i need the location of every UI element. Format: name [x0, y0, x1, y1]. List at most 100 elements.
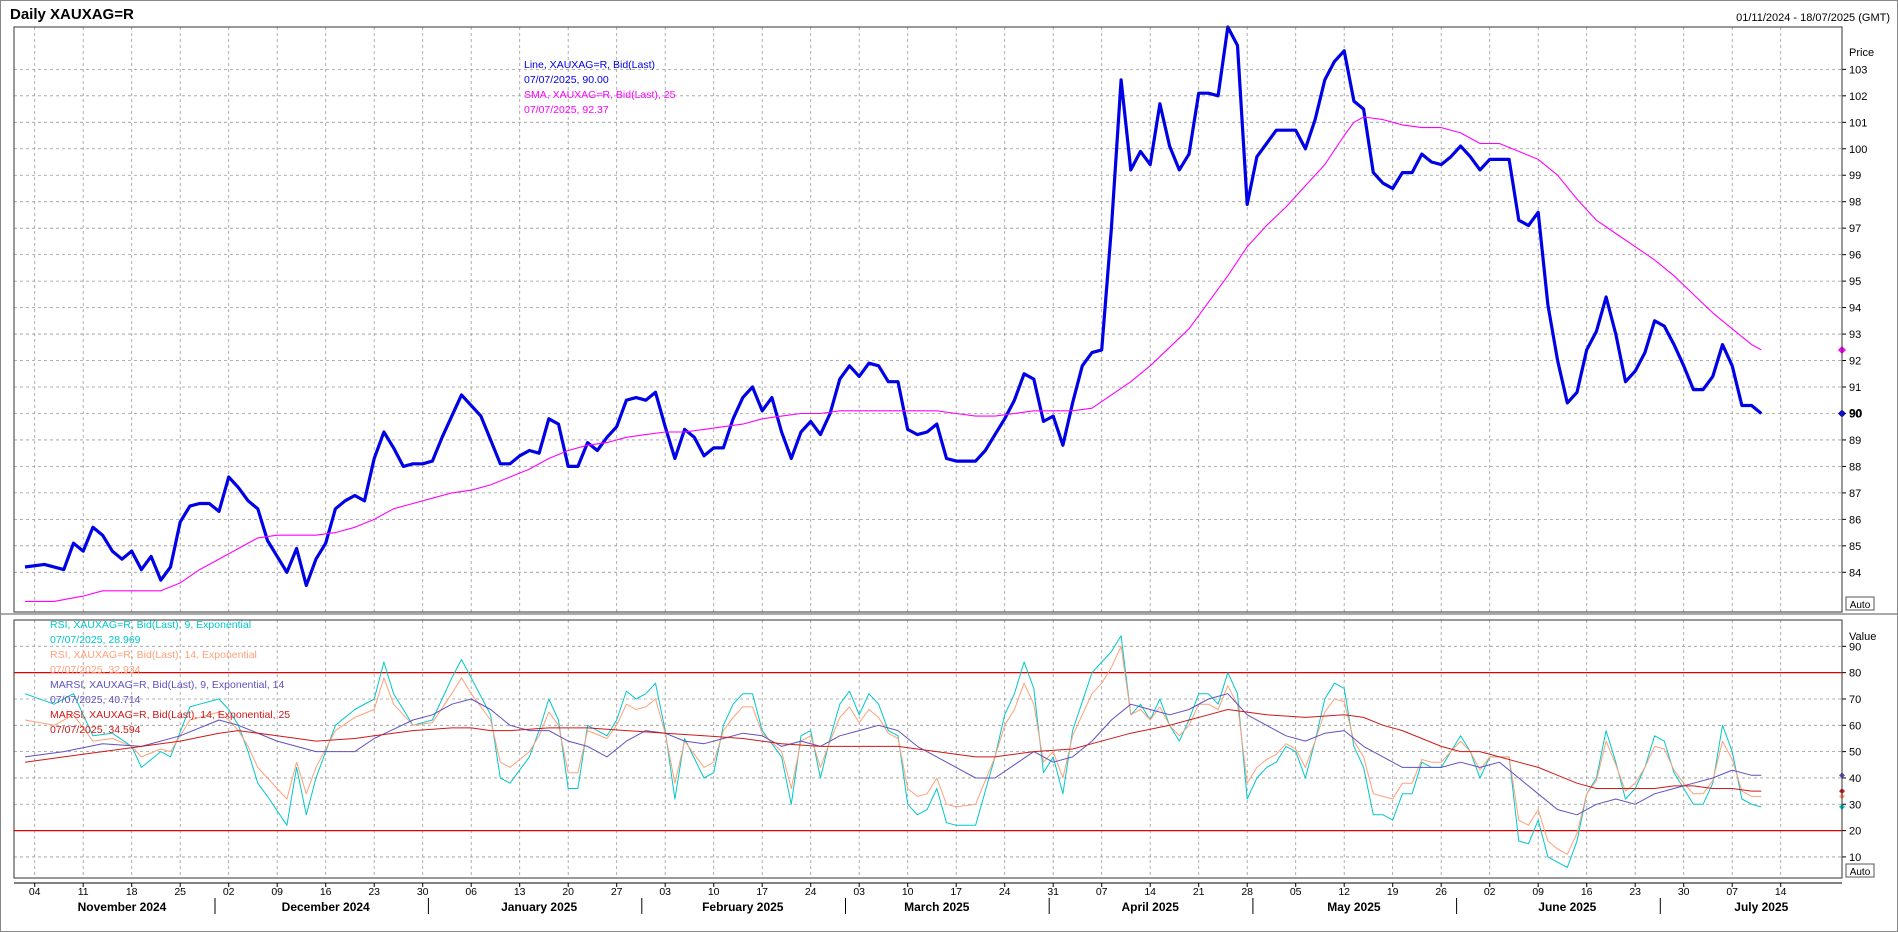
price-tick-label: 84 — [1849, 567, 1861, 579]
price-last-value-label: 90 — [1849, 406, 1863, 420]
price-tick-label: 92 — [1849, 356, 1861, 368]
x-day-label: 14 — [1144, 886, 1156, 898]
x-day-label: 25 — [174, 886, 186, 898]
price-tick-label: 85 — [1849, 541, 1861, 553]
x-axis: 04 11 18 25 02 09 16 23 30 06 13 20 27 03 10 17 24 03 10 17… — [14, 882, 1842, 914]
sma-line — [25, 116, 1762, 602]
osc-tick-label: 50 — [1849, 747, 1861, 759]
osc-frame — [13, 619, 1843, 879]
price-legend: Line, XAUXAG=R, Bid(Last) 07/07/2025, 90.… — [524, 59, 676, 116]
x-day-label: 20 — [562, 886, 574, 898]
x-day-label: 31 — [1047, 886, 1059, 898]
x-day-label: 10 — [902, 886, 914, 898]
x-day-label: 21 — [1193, 886, 1205, 898]
price-auto-label: Auto — [1850, 600, 1871, 611]
x-month-label: December 2024 — [282, 900, 370, 914]
price-axis-title: Price — [1849, 47, 1874, 59]
osc-tick-label: 70 — [1849, 694, 1861, 706]
price-line — [24, 25, 1763, 588]
price-legend-entry: 07/07/2025, 92.37 — [524, 104, 609, 116]
osc-legend-entry: MARSI, XAUXAG=R, Bid(Last), 9, Exponenti… — [50, 679, 284, 691]
x-day-label: 02 — [1484, 886, 1496, 898]
x-month-label: April 2025 — [1122, 900, 1180, 914]
osc-legend-entry: RSI, XAUXAG=R, Bid(Last), 14, Exponentia… — [50, 649, 257, 661]
osc-legend-entry: MARSI, XAUXAG=R, Bid(Last), 14, Exponent… — [50, 709, 290, 721]
x-month-label: March 2025 — [904, 900, 970, 914]
price-tick-label: 95 — [1849, 276, 1861, 288]
x-day-label: 06 — [465, 886, 477, 898]
price-tick-label: 103 — [1849, 64, 1867, 76]
x-day-label: 23 — [1629, 886, 1641, 898]
osc-tick-label: 80 — [1849, 668, 1861, 680]
x-day-label: 07 — [1096, 886, 1108, 898]
x-day-label: 05 — [1290, 886, 1302, 898]
price-tick-label: 94 — [1849, 303, 1861, 315]
x-day-label: 17 — [950, 886, 962, 898]
osc-auto-button[interactable]: Auto — [1845, 863, 1875, 878]
x-day-label: 09 — [1532, 886, 1544, 898]
x-day-label: 30 — [1678, 886, 1690, 898]
price-tick-label: 97 — [1849, 223, 1861, 235]
price-legend-entry: 07/07/2025, 90.00 — [524, 74, 609, 86]
price-frame — [13, 26, 1843, 613]
price-y-axis: 84 85 86 87 88 89 90 91 92 93 94 95 96 97 98 99 100 101 10… — [1838, 47, 1875, 611]
price-panel[interactable]: 84 85 86 87 88 89 90 91 92 93 94 95 96 97 98 99 100 101 10… — [14, 25, 1875, 612]
osc-tick-label: 40 — [1849, 773, 1861, 785]
x-day-label: 07 — [1726, 886, 1738, 898]
oscillator-legend: RSI, XAUXAG=R, Bid(Last), 9, Exponential… — [50, 619, 290, 736]
x-day-label: 24 — [805, 886, 817, 898]
x-month-label: July 2025 — [1734, 900, 1788, 914]
x-day-label: 10 — [708, 886, 720, 898]
x-day-label: 19 — [1387, 886, 1399, 898]
x-day-label: 04 — [29, 886, 41, 898]
x-day-label: 03 — [659, 886, 671, 898]
price-tick-label: 102 — [1849, 91, 1867, 103]
price-legend-entry: SMA, XAUXAG=R, Bid(Last), 25 — [524, 89, 676, 101]
x-month-label: June 2025 — [1538, 900, 1596, 914]
x-day-label: 17 — [756, 886, 768, 898]
osc-legend-entry: 07/07/2025, 28.969 — [50, 634, 141, 646]
osc-auto-box — [1845, 863, 1875, 878]
marsi-14-line — [24, 709, 1762, 792]
x-day-label: 03 — [853, 886, 865, 898]
marsi-9-line — [24, 693, 1762, 816]
price-auto-box — [1845, 596, 1875, 611]
x-day-label: 27 — [611, 886, 623, 898]
x-day-label: 28 — [1241, 886, 1253, 898]
price-tick-label: 90 — [1849, 408, 1861, 420]
osc-legend-entry: 07/07/2025, 34.594 — [50, 724, 141, 736]
price-tick-label: 96 — [1849, 250, 1861, 262]
x-day-label: 16 — [1581, 886, 1593, 898]
x-day-label: 23 — [368, 886, 380, 898]
osc-tick-label: 90 — [1849, 641, 1861, 653]
x-day-label: 30 — [417, 886, 429, 898]
chart-title: Daily XAUXAG=R — [10, 6, 134, 23]
price-tick-label: 98 — [1849, 197, 1861, 209]
osc-tick-label: 60 — [1849, 720, 1861, 732]
x-month-label: February 2025 — [702, 900, 784, 914]
x-month-label: May 2025 — [1327, 900, 1381, 914]
price-auto-button[interactable]: Auto — [1845, 596, 1875, 611]
price-tick-label: 99 — [1849, 170, 1861, 182]
osc-axis-title: Value — [1849, 631, 1876, 643]
x-day-label: 14 — [1775, 886, 1787, 898]
x-day-label: 24 — [999, 886, 1011, 898]
price-tick-label: 91 — [1849, 382, 1861, 394]
osc-tick-label: 30 — [1849, 799, 1861, 811]
price-tick-label: 93 — [1849, 329, 1861, 341]
osc-legend-entry: RSI, XAUXAG=R, Bid(Last), 9, Exponential — [50, 619, 251, 631]
osc-legend-entry: 07/07/2025, 32.934 — [50, 664, 141, 676]
price-tick-label: 88 — [1849, 461, 1861, 473]
price-tick-label: 89 — [1849, 435, 1861, 447]
x-day-label: 18 — [126, 886, 138, 898]
oscillator-series — [24, 635, 1762, 868]
osc-tick-label: 20 — [1849, 826, 1861, 838]
x-day-label: 09 — [271, 886, 283, 898]
osc-tick-label: 10 — [1849, 852, 1861, 864]
